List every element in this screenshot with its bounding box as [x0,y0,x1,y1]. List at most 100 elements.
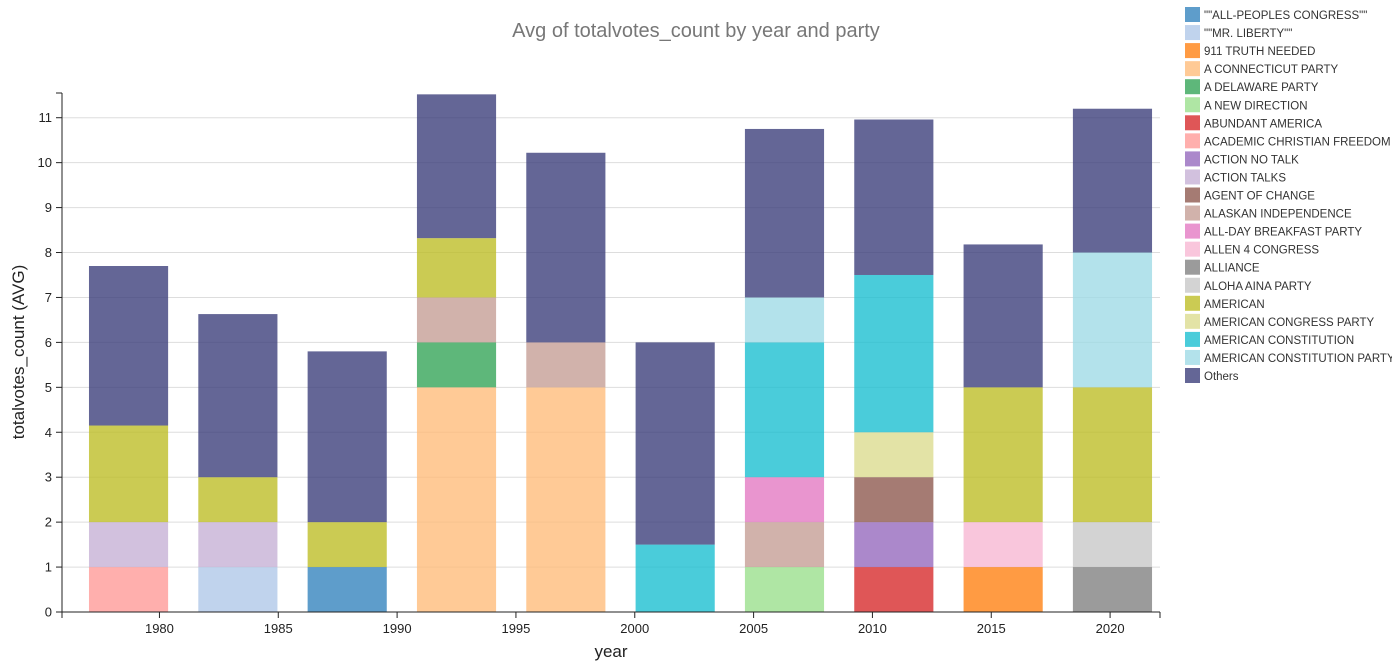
legend-item: AGENT OF CHANGE [1185,187,1315,203]
bar-segment [88,567,169,612]
bar-segment [1072,387,1153,523]
legend-swatch [1185,313,1200,329]
y-tick-label: 10 [38,155,52,170]
legend-label: ACTION NO TALK [1204,154,1299,166]
bar-stack [526,152,606,612]
bar-segment [854,119,934,275]
legend-swatch [1185,349,1200,365]
legend-swatch [1185,205,1200,221]
bar-segment [198,314,278,478]
legend-swatch [1185,169,1200,185]
y-tick-label: 1 [45,560,52,575]
y-tick-label: 9 [45,200,52,215]
bar-segment [526,387,606,612]
legend-swatch [1185,259,1200,275]
legend-label: AGENT OF CHANGE [1204,191,1315,203]
bar-segment [307,567,387,612]
bar-segment [854,567,934,612]
x-tick-label: 2005 [739,621,768,636]
bar-segment [635,544,715,612]
legend-label: A DELAWARE PARTY [1204,82,1319,94]
bar-segment [963,387,1043,523]
legend-swatch [1185,331,1200,347]
legend-swatch [1185,151,1200,167]
legend-swatch [1185,277,1200,293]
legend-item: Others [1185,368,1239,383]
bar-segment [854,477,934,523]
x-tick-label: 1995 [501,621,530,636]
bar-stack [416,94,497,612]
legend-swatch [1185,25,1200,41]
x-tick-label: 1990 [383,621,412,636]
legend-item: A NEW DIRECTION [1185,97,1308,113]
legend-swatch [1185,7,1200,22]
legend-swatch [1185,368,1200,383]
legend-swatch [1185,97,1200,113]
legend-label: A CONNECTICUT PARTY [1204,64,1339,76]
legend-swatch [1185,79,1200,95]
bar-segment [88,425,169,523]
legend-label: AMERICAN [1204,299,1265,311]
legend-label: AMERICAN CONGRESS PARTY [1204,317,1375,329]
bar-stack [963,244,1043,612]
bar-segment [88,266,169,426]
y-tick-label: 5 [45,380,52,395]
legend-label: ACTION TALKS [1204,172,1286,184]
x-tick-label: 2015 [977,621,1006,636]
y-tick-label: 3 [45,470,52,485]
bar-stack [635,342,715,612]
bar-segment [198,477,278,523]
legend-swatch [1185,223,1200,239]
legend-swatch [1185,115,1200,131]
legend-item: AMERICAN CONSTITUTION [1185,331,1354,347]
legend-item: AMERICAN [1185,295,1265,311]
bar-segment [1072,108,1153,253]
bar-segment [963,522,1043,568]
y-tick-label: 4 [45,425,52,440]
legend-label: ALLIANCE [1204,263,1260,275]
bar-segment [416,387,497,612]
legend-label: ""ALL-PEOPLES CONGRESS"" [1204,10,1367,22]
bar-segment [1072,252,1153,388]
axes: 0 1 2 3 4 5 6 7 8 9 10 11 1980 1985 1990 1995 2000 2005 20… [38,92,1161,636]
bar-stack [854,119,934,612]
x-axis-label: year [594,642,627,661]
legend-item: ALLEN 4 CONGRESS [1185,241,1319,257]
legend-item: ACTION NO TALK [1185,151,1299,167]
bar-segment [744,522,825,568]
legend-item: ALLIANCE [1185,259,1260,275]
bar-segment [744,567,825,612]
legend-label: ALLEN 4 CONGRESS [1204,245,1319,257]
legend-label: ALOHA AINA PARTY [1204,281,1312,293]
legend: ""ALL-PEOPLES CONGRESS"" ""MR. LIBERTY"" 9… [1185,7,1392,383]
bar-stack [744,128,825,612]
bar-segment [963,567,1043,612]
bar-segment [416,342,497,388]
bar-segment [526,152,606,343]
bar-stack [1072,108,1153,612]
legend-swatch [1185,43,1200,59]
legend-label: AMERICAN CONSTITUTION [1204,335,1354,347]
bar-segment [1072,567,1153,612]
x-tick-label: 2000 [620,621,649,636]
legend-item: ""MR. LIBERTY"" [1185,25,1292,41]
bar-segment [744,128,825,298]
legend-item: AMERICAN CONGRESS PARTY [1185,313,1375,329]
bar-segment [526,342,606,388]
legend-item: ACTION TALKS [1185,169,1286,185]
bar-segment [1072,522,1153,568]
legend-label: ""MR. LIBERTY"" [1204,28,1292,40]
bar-stack [198,314,278,612]
legend-label: ABUNDANT AMERICA [1204,118,1322,130]
bar-segment [198,522,278,568]
bar-segment [416,94,497,239]
y-tick-label: 7 [45,290,52,305]
legend-label: ACADEMIC CHRISTIAN FREEDOM [1204,136,1391,148]
bar-segment [854,432,934,478]
bar-segment [307,522,387,568]
legend-label: Others [1204,371,1239,383]
bar-segment [854,522,934,568]
legend-swatch [1185,295,1200,311]
bar-segment [88,522,169,568]
